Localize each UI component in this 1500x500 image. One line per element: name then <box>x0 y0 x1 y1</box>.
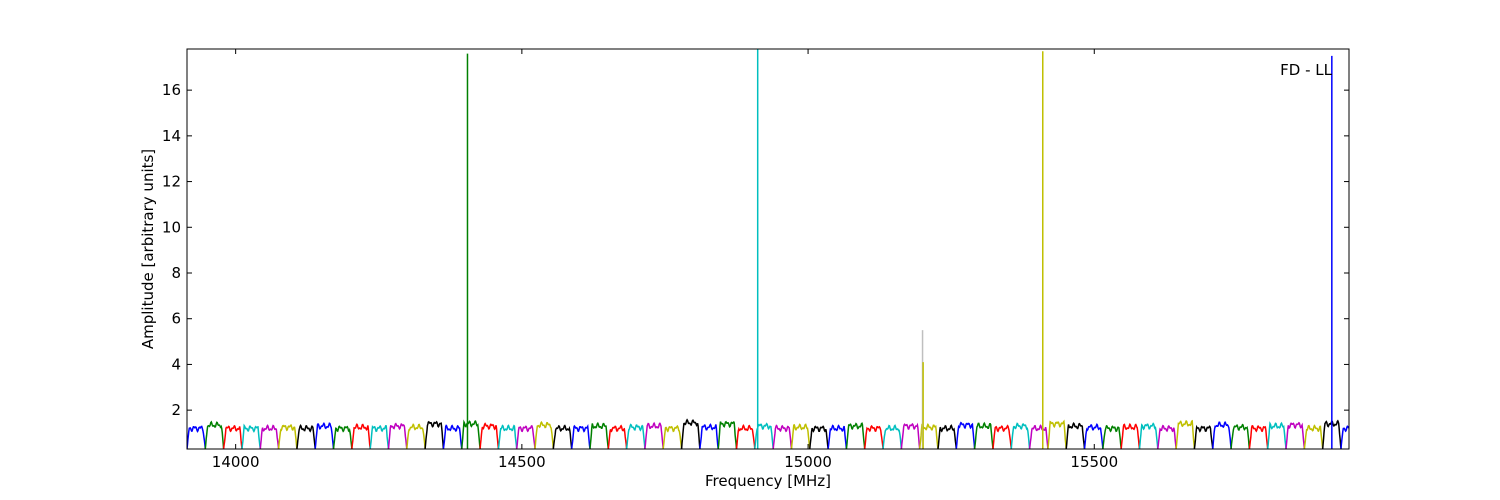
channel-trace <box>607 424 628 449</box>
channel-trace <box>1193 424 1214 449</box>
y-tick-label: 2 <box>171 401 181 419</box>
channel-trace <box>515 424 536 449</box>
channel-trace <box>625 423 646 449</box>
channel-trace <box>662 424 683 449</box>
x-tick-label: 15500 <box>1070 453 1118 471</box>
channel-trace <box>1102 424 1122 449</box>
channel-trace <box>314 421 335 449</box>
channel-trace <box>332 425 353 449</box>
x-tick-label: 15000 <box>784 453 832 471</box>
y-tick-label: 10 <box>162 218 181 236</box>
channel-trace <box>644 421 664 449</box>
x-axis-label: Frequency [MHz] <box>705 472 831 490</box>
channel-trace <box>1212 420 1232 449</box>
channel-trace <box>442 424 463 449</box>
channel-trace <box>1340 425 1349 449</box>
channel-trace <box>277 424 298 449</box>
channel-trace <box>204 420 225 449</box>
channel-trace <box>735 424 756 449</box>
plot-area: 14000 14500 15000 15500 2 4 6 8 10 12 14 16 <box>162 48 1350 471</box>
x-tick-label: 14000 <box>212 453 260 471</box>
channel-trace <box>552 424 573 449</box>
y-tick-label: 14 <box>162 127 181 145</box>
channel-trace <box>1285 421 1306 449</box>
channel-trace <box>479 422 500 449</box>
channel-trace <box>497 424 518 449</box>
y-tick-label: 12 <box>162 173 181 191</box>
channel-trace <box>772 424 793 449</box>
channel-trace <box>461 419 481 449</box>
y-axis-ticks: 2 4 6 8 10 12 14 16 <box>162 81 1349 419</box>
channel-trace <box>1266 421 1287 449</box>
channel-trace <box>1248 424 1269 449</box>
channel-trace <box>424 420 445 449</box>
channel-trace <box>1010 422 1031 449</box>
channel-trace <box>717 420 738 449</box>
channel-trace <box>369 424 390 449</box>
channel-trace <box>296 424 316 449</box>
channel-trace <box>406 423 426 449</box>
y-tick-label: 16 <box>162 81 181 99</box>
channel-trace <box>992 424 1013 449</box>
channel-trace <box>387 422 408 449</box>
channel-trace <box>1303 424 1324 449</box>
plot-annotation: FD - LL <box>1280 61 1332 79</box>
channel-trace <box>845 422 866 449</box>
y-axis-label: Amplitude [arbitrary units] <box>139 149 157 349</box>
channel-trace <box>900 422 921 449</box>
channel-trace <box>1065 422 1086 449</box>
channel-trace <box>955 421 976 449</box>
channel-trace <box>1138 422 1159 449</box>
channel-trace <box>589 421 610 449</box>
channel-trace <box>241 423 262 449</box>
channel-trace <box>699 423 719 449</box>
x-axis-ticks: 14000 14500 15000 15500 <box>212 49 1118 471</box>
axes-frame <box>186 48 1350 450</box>
channel-trace <box>1028 424 1049 449</box>
channel-trace <box>1047 419 1067 449</box>
channel-trace <box>863 424 884 449</box>
y-tick-label: 8 <box>171 264 181 282</box>
channel-trace <box>937 424 958 449</box>
channel-trace <box>1230 423 1251 449</box>
trace-layer <box>187 49 1349 449</box>
channel-trace <box>1083 422 1104 449</box>
channel-trace <box>973 421 994 449</box>
y-tick-label: 4 <box>171 355 181 373</box>
channel-trace <box>1157 424 1177 449</box>
channel-trace <box>222 424 243 449</box>
x-tick-label: 14500 <box>498 453 546 471</box>
channel-trace <box>809 425 829 449</box>
channel-trace <box>680 418 701 449</box>
channel-trace <box>570 423 591 449</box>
channel-trace <box>187 425 207 449</box>
channel-trace <box>790 423 811 449</box>
channel-trace <box>534 420 555 449</box>
channel-trace <box>1175 419 1196 449</box>
channel-trace <box>1120 422 1141 449</box>
y-tick-label: 6 <box>171 310 181 328</box>
channel-trace <box>259 424 280 449</box>
channel-trace <box>882 424 903 449</box>
channel-trace <box>351 422 371 449</box>
channel-trace <box>827 424 848 449</box>
